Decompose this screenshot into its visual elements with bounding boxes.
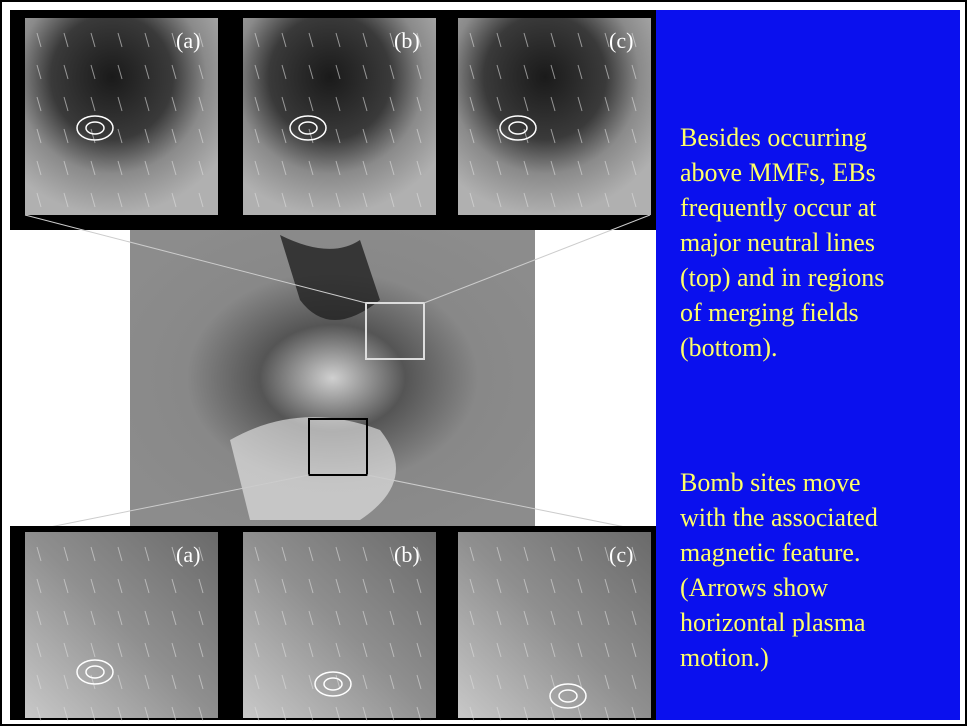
panel-label: (b) — [394, 28, 420, 53]
text-line: (top) and in regions — [680, 260, 960, 295]
text-line: of merging fields — [680, 295, 960, 330]
paragraph: Bomb sites movewith the associatedmagnet… — [680, 465, 960, 675]
bright-region — [230, 417, 396, 520]
text-line: (bottom). — [680, 330, 960, 365]
panel-label: (a) — [176, 542, 200, 567]
text-line: (Arrows show — [680, 570, 960, 605]
text-line: with the associated — [680, 500, 960, 535]
text-line: horizontal plasma — [680, 605, 960, 640]
text-line: motion.) — [680, 640, 960, 675]
text-line: Besides occurring — [680, 120, 960, 155]
text-line: frequently occur at — [680, 190, 960, 225]
text-line: magnetic feature. — [680, 535, 960, 570]
panel-label: (c) — [609, 542, 633, 567]
panel-label: (c) — [609, 28, 633, 53]
panel-label: (b) — [394, 542, 420, 567]
slide: (a) (b) (c) (a) (b) (c) Besides occurringabov… — [0, 0, 967, 726]
text-line: above MMFs, EBs — [680, 155, 960, 190]
text-line: Bomb sites move — [680, 465, 960, 500]
panel-label: (a) — [176, 28, 200, 53]
text-line: major neutral lines — [680, 225, 960, 260]
